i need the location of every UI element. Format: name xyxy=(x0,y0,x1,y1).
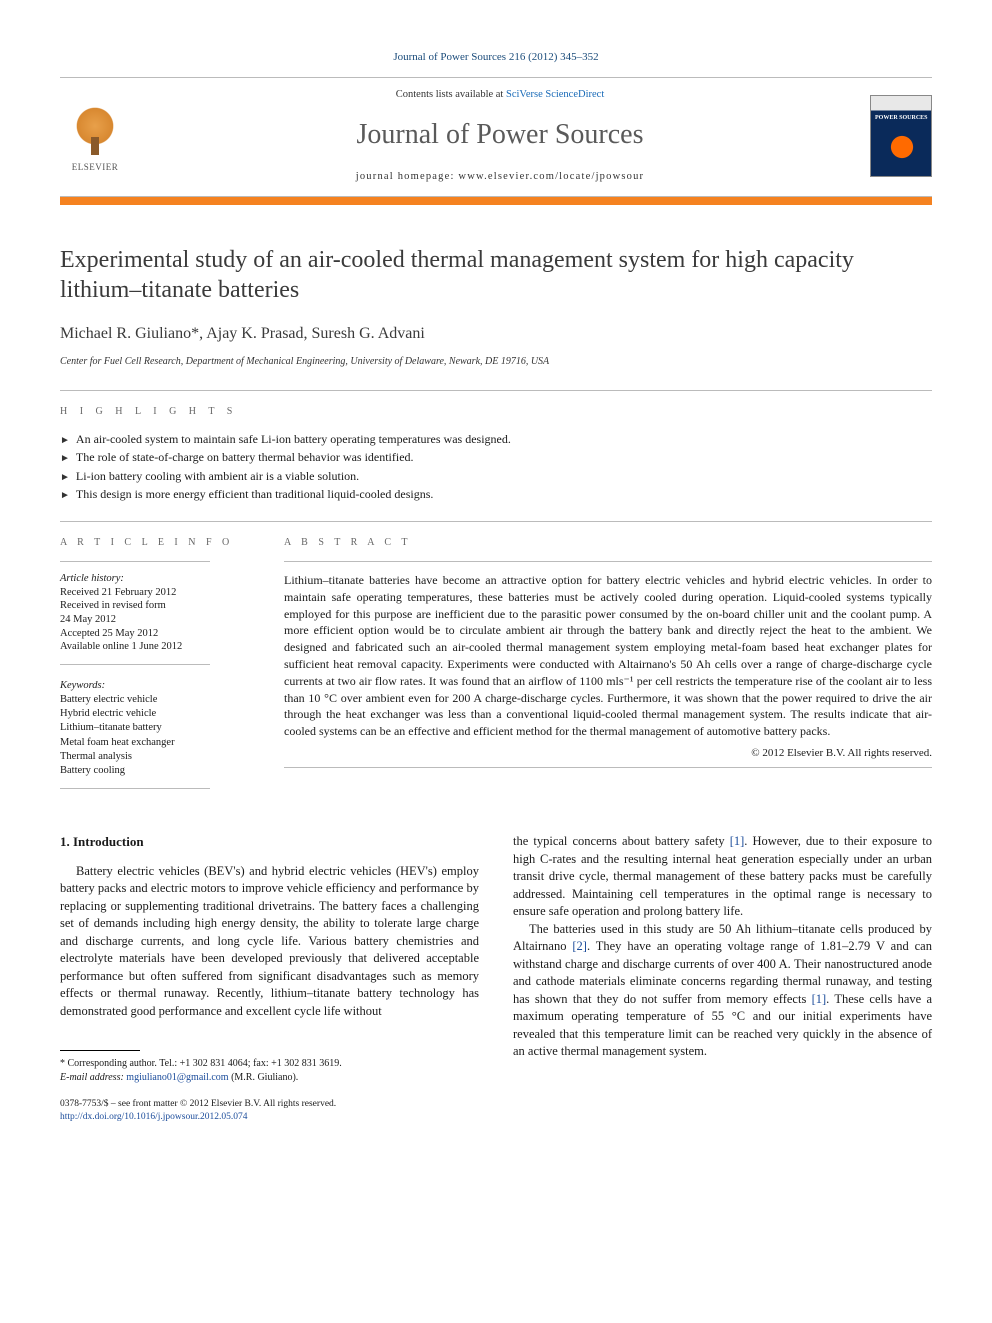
corresponding-author-footnote: * Corresponding author. Tel.: +1 302 831… xyxy=(60,1057,479,1084)
keyword: Lithium–titanate battery xyxy=(60,721,250,735)
keyword: Thermal analysis xyxy=(60,750,250,764)
abstract-text: Lithium–titanate batteries have become a… xyxy=(284,572,932,740)
rule xyxy=(60,390,932,391)
keywords-heading: Keywords: xyxy=(60,679,250,693)
keyword: Hybrid electric vehicle xyxy=(60,707,250,721)
keyword: Battery cooling xyxy=(60,764,250,778)
footnote-rule xyxy=(60,1050,140,1051)
para-text: the typical concerns about battery safet… xyxy=(513,834,730,848)
rule xyxy=(284,767,932,768)
history-revised-2: 24 May 2012 xyxy=(60,613,250,627)
rule xyxy=(284,561,932,562)
email-link[interactable]: mgiuliano01@gmail.com xyxy=(126,1072,228,1083)
ref-link[interactable]: [1] xyxy=(812,992,827,1006)
history-accepted: Accepted 25 May 2012 xyxy=(60,627,250,641)
body-paragraph: the typical concerns about battery safet… xyxy=(513,833,932,921)
corr-line: * Corresponding author. Tel.: +1 302 831… xyxy=(60,1057,479,1071)
front-matter-line: 0378-7753/$ – see front matter © 2012 El… xyxy=(60,1098,479,1111)
rule xyxy=(60,788,210,789)
highlight-item: An air-cooled system to maintain safe Li… xyxy=(60,431,932,448)
body-paragraph: Battery electric vehicles (BEV's) and hy… xyxy=(60,863,479,1021)
email-label: E-mail address: xyxy=(60,1072,126,1083)
journal-header: ELSEVIER Contents lists available at Sci… xyxy=(60,77,932,197)
journal-name: Journal of Power Sources xyxy=(150,116,850,154)
footer-meta: 0378-7753/$ – see front matter © 2012 El… xyxy=(60,1098,479,1124)
homepage-prefix: journal homepage: xyxy=(356,171,459,182)
contents-prefix: Contents lists available at xyxy=(396,89,506,100)
keyword: Metal foam heat exchanger xyxy=(60,736,250,750)
ref-link[interactable]: [2] xyxy=(572,939,587,953)
copyright: © 2012 Elsevier B.V. All rights reserved… xyxy=(284,746,932,761)
authors-line: Michael R. Giuliano*, Ajay K. Prasad, Su… xyxy=(60,323,932,345)
history-online: Available online 1 June 2012 xyxy=(60,640,250,654)
homepage-url[interactable]: www.elsevier.com/locate/jpowsour xyxy=(458,171,644,182)
elsevier-label: ELSEVIER xyxy=(72,161,119,173)
homepage-line: journal homepage: www.elsevier.com/locat… xyxy=(150,170,850,184)
article-info-label: a r t i c l e i n f o xyxy=(60,536,250,550)
sciencedirect-link[interactable]: SciVerse ScienceDirect xyxy=(506,89,604,100)
contents-available-line: Contents lists available at SciVerse Sci… xyxy=(150,88,850,102)
journal-cover-thumb: POWER SOURCES xyxy=(870,95,932,177)
body-columns: 1. Introduction Battery electric vehicle… xyxy=(60,833,932,1124)
accent-bar xyxy=(60,197,932,205)
citation-line: Journal of Power Sources 216 (2012) 345–… xyxy=(60,50,932,65)
highlight-item: Li-ion battery cooling with ambient air … xyxy=(60,468,932,485)
highlights-label: h i g h l i g h t s xyxy=(60,405,932,419)
history-revised-1: Received in revised form xyxy=(60,599,250,613)
body-paragraph: The batteries used in this study are 50 … xyxy=(513,921,932,1061)
history-received: Received 21 February 2012 xyxy=(60,586,250,600)
keywords-block: Keywords: Battery electric vehicle Hybri… xyxy=(60,679,250,778)
affiliation: Center for Fuel Cell Research, Departmen… xyxy=(60,355,932,369)
cover-title: POWER SOURCES xyxy=(875,115,928,121)
history-heading: Article history: xyxy=(60,572,250,586)
rule xyxy=(60,664,210,665)
highlight-item: The role of state-of-charge on battery t… xyxy=(60,449,932,466)
highlights-list: An air-cooled system to maintain safe Li… xyxy=(60,431,932,503)
rule xyxy=(60,561,210,562)
section-heading: 1. Introduction xyxy=(60,833,479,851)
elsevier-logo: ELSEVIER xyxy=(60,96,130,176)
article-title: Experimental study of an air-cooled ther… xyxy=(60,245,932,305)
article-history: Article history: Received 21 February 20… xyxy=(60,572,250,654)
email-suffix: (M.R. Giuliano). xyxy=(229,1072,299,1083)
elsevier-tree-icon xyxy=(65,99,125,159)
highlight-item: This design is more energy efficient tha… xyxy=(60,486,932,503)
doi-link[interactable]: http://dx.doi.org/10.1016/j.jpowsour.201… xyxy=(60,1111,479,1124)
ref-link[interactable]: [1] xyxy=(730,834,745,848)
keyword: Battery electric vehicle xyxy=(60,693,250,707)
abstract-label: a b s t r a c t xyxy=(284,536,932,550)
